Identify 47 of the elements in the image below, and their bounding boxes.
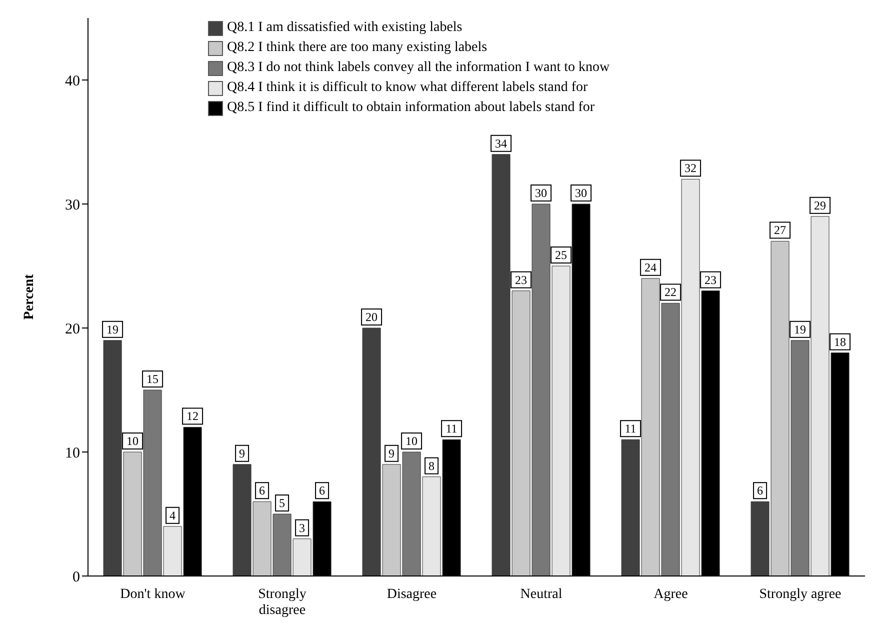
legend-label: Q8.4 I think it is difficult to know what different labels stand for [227,79,588,97]
data-label: 6 [757,484,764,498]
legend-label: Q8.3 I do not think labels convey all the information I want to know [227,59,610,77]
data-label: 23 [704,272,717,287]
x-tick-label: Strongly disagree [258,587,306,618]
data-label: 32 [684,161,697,176]
data-label: 19 [106,322,119,336]
data-label: 3 [299,520,306,535]
data-label: 24 [644,260,657,274]
x-tick-label: Don't know [120,587,186,602]
data-label: 6 [259,484,266,498]
data-label: 10 [406,434,418,448]
y-tick-label: 30 [65,197,80,214]
x-tick-label: Neutral [520,587,562,602]
data-label: 9 [239,446,246,460]
data-label: 30 [575,186,588,200]
y-tick-label: 20 [65,321,80,338]
data-label: 34 [495,136,508,150]
legend-label: Q8.1 I am dissatisfied with existing labels [227,19,462,37]
y-tick-label: 10 [65,445,80,462]
data-label: 25 [555,248,568,262]
x-tick-label: Strongly agree [759,587,842,602]
y-tick-label: 0 [72,569,80,586]
data-label: 12 [186,409,199,424]
data-label: 9 [388,446,395,460]
data-label: 8 [428,458,435,473]
data-label: 22 [664,285,677,300]
data-label: 11 [624,422,636,436]
x-tick-label: Disagree [386,587,437,602]
data-label: 5 [279,496,286,510]
legend-label: Q8.2 I think there are too many existing labels [227,39,488,57]
data-label: 29 [814,198,826,212]
data-label: 4 [170,508,176,522]
data-label: 27 [774,223,786,238]
data-label: 11 [446,422,458,436]
x-tick-label: Agree [654,587,688,602]
y-tick-label: 40 [65,73,80,90]
data-label: 6 [319,484,326,498]
data-label: 23 [515,272,528,287]
data-label: 20 [366,310,378,324]
data-label: 15 [146,372,159,386]
data-label: 19 [794,322,806,336]
data-label: 10 [126,434,139,448]
legend-label: Q8.5 I find it difficult to obtain information about labels stand for [227,99,595,117]
data-label: 30 [535,186,548,200]
data-label: 18 [834,334,846,349]
y-axis-title: Percent [22,274,37,320]
